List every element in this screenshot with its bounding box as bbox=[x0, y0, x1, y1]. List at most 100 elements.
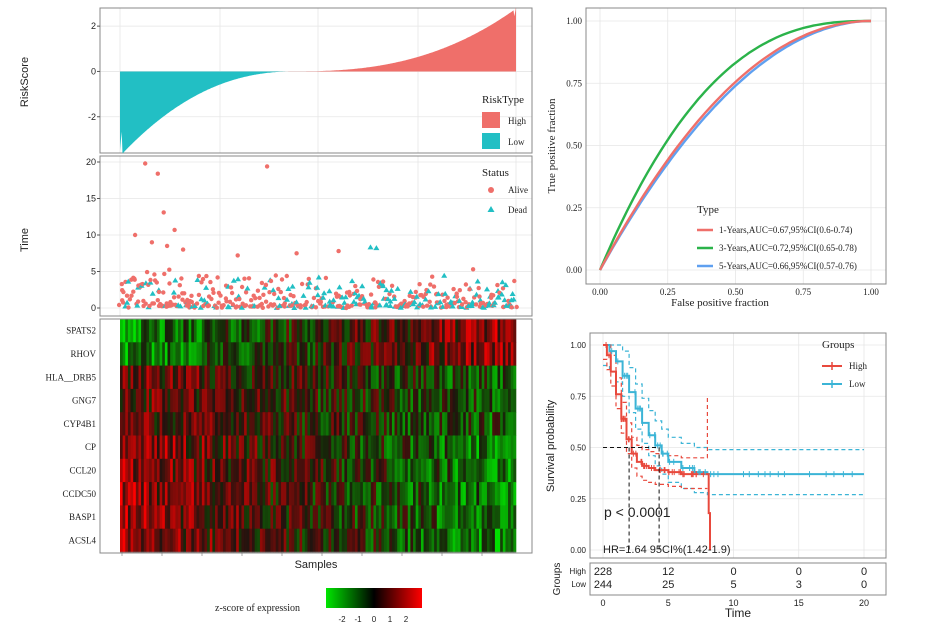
heatmap-cell bbox=[476, 365, 480, 390]
heatmap-cell bbox=[391, 388, 395, 413]
heatmap-cell bbox=[331, 412, 335, 436]
heatmap-cell bbox=[122, 458, 126, 483]
heatmap-cell bbox=[262, 388, 266, 413]
heatmap-cell bbox=[178, 482, 182, 506]
heatmap-cell bbox=[196, 319, 200, 343]
heatmap-cell bbox=[252, 319, 255, 343]
heatmap-cell bbox=[225, 342, 229, 366]
alive-point bbox=[171, 295, 177, 300]
heatmap-cell bbox=[444, 342, 448, 366]
heatmap-cell bbox=[407, 482, 411, 506]
heatmap-cell bbox=[365, 505, 369, 529]
heatmap-cell bbox=[368, 412, 372, 436]
heatmap-cell bbox=[360, 388, 364, 413]
alive-point bbox=[509, 305, 514, 310]
heatmap-cell bbox=[476, 505, 480, 529]
heatmap-cell bbox=[476, 482, 480, 506]
heatmap-cell bbox=[238, 319, 242, 343]
heatmap-cell bbox=[484, 482, 488, 506]
heatmap-cell bbox=[180, 319, 184, 343]
heatmap-cell bbox=[415, 435, 419, 460]
heatmap-cell bbox=[486, 528, 490, 553]
heatmap-cell bbox=[191, 482, 195, 506]
alive-point bbox=[273, 273, 278, 278]
alive-point bbox=[477, 294, 482, 299]
heatmap-cell bbox=[265, 528, 269, 553]
heatmap-cell bbox=[191, 458, 195, 483]
risk-score-ylabel: RiskScore bbox=[19, 57, 31, 107]
heatmap-cell bbox=[486, 458, 490, 483]
heatmap-cell bbox=[254, 412, 258, 436]
heatmap-cell bbox=[357, 412, 361, 436]
heatmap-cell bbox=[347, 528, 350, 553]
heatmap-cell bbox=[201, 342, 205, 366]
heatmap-cell bbox=[164, 528, 168, 553]
km-xtick-label: 5 bbox=[666, 598, 671, 608]
roc-panel: 0.00 0.25 0.50 0.75 1.001.000.750.500.250.00… bbox=[546, 7, 887, 309]
heatmap-cell bbox=[463, 435, 467, 460]
heatmap-cell bbox=[336, 412, 340, 436]
heatmap-cell bbox=[418, 412, 422, 436]
heatmap-cell bbox=[228, 528, 232, 553]
heatmap-cell bbox=[259, 365, 263, 390]
heatmap-cell bbox=[259, 342, 263, 366]
heatmap-cell bbox=[149, 528, 152, 553]
heatmap-cell bbox=[413, 435, 416, 460]
heatmap-cell bbox=[497, 412, 501, 436]
alive-point bbox=[257, 295, 262, 301]
heatmap-cell bbox=[354, 412, 358, 436]
heatmap-cell bbox=[368, 505, 372, 529]
heatmap-cell bbox=[323, 319, 327, 343]
heatmap-cell bbox=[212, 365, 216, 390]
heatmap-cell bbox=[384, 365, 387, 390]
heatmap-cell bbox=[331, 342, 335, 366]
heatmap-cell bbox=[434, 482, 438, 506]
heatmap-cell bbox=[386, 482, 390, 506]
heatmap-cell bbox=[439, 365, 443, 390]
heatmap-cell bbox=[378, 458, 382, 483]
heatmap-cell bbox=[354, 482, 358, 506]
heatmap-cell bbox=[384, 458, 387, 483]
heatmap-cell bbox=[167, 319, 171, 343]
heatmap-cell bbox=[122, 528, 126, 553]
dead-point bbox=[437, 299, 444, 305]
heatmap-cell bbox=[407, 458, 411, 483]
heatmap-cell bbox=[283, 388, 287, 413]
heatmap-cell bbox=[138, 435, 142, 460]
heatmap-cell bbox=[286, 388, 290, 413]
risk-table-low-label: Low bbox=[571, 580, 586, 589]
roc-xtick-label: 0.00 bbox=[592, 287, 608, 297]
heatmap-cell bbox=[362, 342, 366, 366]
heatmap-cell bbox=[378, 505, 382, 529]
heatmap-cell bbox=[455, 482, 459, 506]
heatmap-cell bbox=[178, 342, 182, 366]
heatmap-cell bbox=[352, 435, 356, 460]
heatmap-cell bbox=[199, 482, 203, 506]
heatmap-cell bbox=[267, 342, 271, 366]
heatmap-cell bbox=[484, 412, 488, 436]
heatmap-cell bbox=[122, 388, 126, 413]
heatmap-cell bbox=[344, 342, 348, 366]
heatmap-cell bbox=[489, 482, 493, 506]
heatmap-cell bbox=[149, 482, 152, 506]
heatmap-cell bbox=[172, 365, 176, 390]
legend-high-label: High bbox=[508, 116, 527, 126]
heatmap-cell bbox=[180, 365, 184, 390]
heatmap-cell bbox=[325, 365, 329, 390]
heatmap-cell bbox=[500, 388, 504, 413]
heatmap-cell bbox=[286, 505, 290, 529]
heatmap-cell bbox=[196, 505, 200, 529]
heatmap-cell bbox=[265, 482, 269, 506]
heatmap-cell bbox=[304, 412, 308, 436]
heatmap-cell bbox=[410, 528, 414, 553]
heatmap-cell bbox=[167, 342, 171, 366]
heatmap-cell bbox=[215, 528, 218, 553]
alive-point bbox=[189, 293, 194, 298]
heatmap-cell bbox=[347, 412, 350, 436]
heatmap-cell bbox=[196, 435, 200, 460]
heatmap-cell bbox=[304, 505, 308, 529]
heatmap-cell bbox=[510, 365, 514, 390]
heatmap-cell bbox=[471, 365, 475, 390]
risk-table-value: 0 bbox=[796, 566, 802, 578]
